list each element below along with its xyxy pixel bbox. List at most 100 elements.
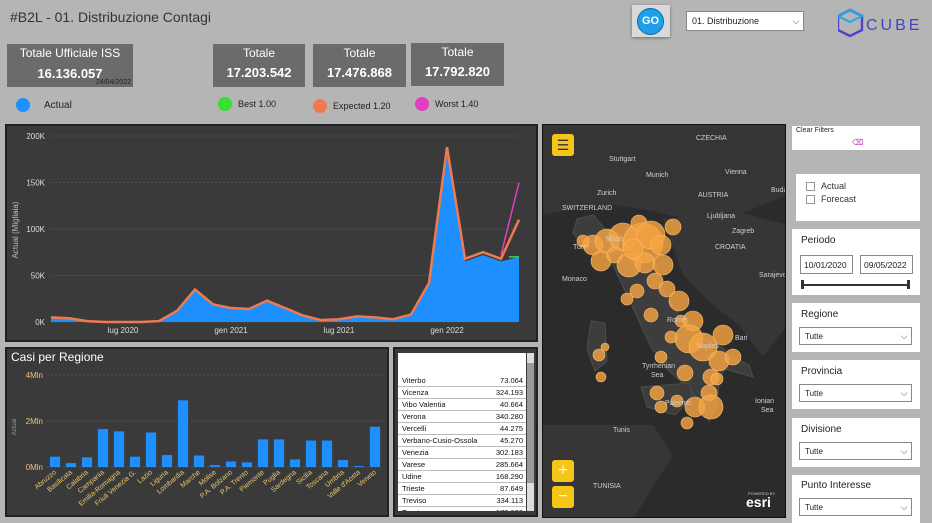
logo-text: CUBE [866, 17, 922, 34]
checkbox-actual[interactable]: Actual [806, 181, 920, 191]
region-bar [145, 432, 157, 467]
provincia-select[interactable]: Tutte ⌵ [799, 384, 912, 402]
map-label: CZECHIA [696, 135, 727, 142]
periodo-label: Periodo [801, 235, 836, 246]
actual-trend-chart[interactable]: 0K 50K 100K 150K 200K Actual (Migliaia) lug 20… [5, 124, 538, 342]
checkbox-icon[interactable] [806, 194, 815, 204]
table-row[interactable]: Vercelli 44.275 [398, 423, 526, 435]
legend-worst: Worst 1.40 [415, 97, 478, 111]
map-label: Tunis [613, 427, 630, 434]
table-row[interactable]: Vicenza 324.193 [398, 387, 526, 399]
legend-label: Worst 1.40 [435, 99, 479, 109]
kpi-label: Totale [441, 45, 474, 59]
checkbox-forecast[interactable]: Forecast [806, 194, 920, 204]
date-to-input[interactable]: 09/05/2022 [860, 255, 913, 274]
province-value: 40.664 [500, 400, 523, 409]
table-row[interactable]: Venezia 302.183 [398, 447, 526, 459]
divisione-select[interactable]: Tutte ⌵ [799, 442, 912, 460]
table-row[interactable]: Verona 340.280 [398, 411, 526, 423]
region-bar [273, 439, 285, 467]
x-tick-label: lug 2020 [108, 326, 139, 335]
province-name: Verbano-Cusio-Ossola [402, 436, 478, 445]
province-table[interactable]: Viterbo 73.064 Vicenza 324.193 Vibo Valentia… [393, 347, 538, 517]
divisione-value: Tutte [805, 446, 823, 456]
map-menu-icon[interactable]: ☰ [552, 134, 574, 156]
table-scrollbar[interactable] [527, 353, 534, 511]
province-value: 73.064 [500, 376, 523, 385]
go-button[interactable]: GO [632, 5, 670, 37]
case-bubble [654, 350, 668, 364]
region-bar-chart[interactable]: Casi per Regione 0Mln 2Mln 4Mln Actual Abruz… [5, 347, 389, 517]
provincia-label: Provincia [801, 366, 843, 377]
zoom-in-button[interactable]: + [552, 460, 574, 482]
regione-value: Tutte [805, 331, 823, 341]
chevron-down-icon: ⌵ [900, 330, 908, 341]
map-label: Sea [651, 372, 664, 379]
y-tick-label: 100K [26, 225, 45, 234]
region-bar [193, 455, 205, 467]
table-row[interactable]: Vibo Valentia 40.664 [398, 399, 526, 411]
best-dot-icon [218, 97, 232, 111]
balkan-land [663, 213, 785, 357]
case-bubble [676, 364, 694, 382]
map-label: Zagreb [732, 228, 754, 235]
table-row[interactable]: Udine 168.290 [398, 471, 526, 483]
y-axis-label: Actual (Migliaia) [11, 201, 20, 258]
checkbox-icon[interactable] [806, 181, 815, 191]
case-bubble [646, 272, 664, 290]
province-value: 334.113 [496, 496, 523, 505]
region-bar [129, 456, 141, 467]
map-label: Budapest [771, 187, 786, 194]
map-label: SWITZERLAND [562, 205, 612, 212]
case-bubble [649, 385, 665, 401]
zoom-out-button[interactable]: − [552, 486, 574, 508]
region-bar [369, 426, 381, 467]
case-bubble [650, 234, 672, 256]
date-slider-track[interactable] [802, 284, 909, 286]
page-select[interactable]: 01. Distribuzione ⌵ [686, 11, 804, 31]
italy-map[interactable]: CZECHIA Stuttgart Munich Vienna Budapest Zuri… [542, 124, 786, 518]
province-name: Viterbo [402, 376, 426, 385]
y-tick-label: 200K [26, 132, 45, 141]
date-from-input[interactable]: 10/01/2020 [800, 255, 853, 274]
date-slider-handle-left[interactable] [801, 280, 804, 289]
region-bar [97, 429, 109, 467]
actual-area [51, 149, 519, 322]
map-label: Bari [735, 335, 748, 342]
case-bubble [629, 283, 645, 299]
kpi-label: Totale Ufficiale ISS [19, 46, 121, 60]
map-label: Zurich [597, 190, 617, 197]
province-value: 45.270 [500, 436, 523, 445]
table-row[interactable]: Trento 173.938 [398, 507, 526, 511]
map-label: TUNISIA [593, 483, 621, 490]
punto-interesse-select[interactable]: Tutte ⌵ [799, 498, 912, 516]
table-scroll-thumb[interactable] [527, 363, 534, 483]
case-bubble [664, 330, 678, 344]
province-name: Verona [402, 412, 426, 421]
powered-by-label: POWERED BY [748, 491, 776, 496]
punto-interesse-value: Tutte [805, 502, 823, 512]
expected-dot-icon [313, 99, 327, 113]
clear-filters-button[interactable]: Clear Filters ⌫ [792, 126, 920, 150]
table-row[interactable]: Trieste 87.649 [398, 483, 526, 495]
regione-select[interactable]: Tutte ⌵ [799, 327, 912, 345]
date-slider-handle-right[interactable] [907, 280, 910, 289]
case-bubble [620, 292, 634, 306]
case-bubble [576, 234, 590, 248]
map-label: Sarajevo [759, 272, 786, 279]
province-name: Vicenza [402, 388, 429, 397]
region-bar [257, 439, 269, 467]
province-name: Trento [402, 507, 423, 511]
table-row[interactable]: Verbano-Cusio-Ossola 45.270 [398, 435, 526, 447]
provincia-value: Tutte [805, 388, 823, 398]
table-row[interactable]: Treviso 334.113 [398, 495, 526, 507]
divisione-filter: Divisione Tutte ⌵ [792, 418, 920, 467]
x-tick-label: gen 2022 [430, 326, 464, 335]
region-bar [353, 466, 365, 467]
table-row[interactable]: Viterbo 73.064 [398, 375, 526, 387]
table-row[interactable]: Varese 285.664 [398, 459, 526, 471]
chevron-down-icon: ⌵ [900, 501, 908, 512]
region-bar [305, 440, 317, 467]
region-bar [289, 459, 301, 467]
province-name: Varese [402, 460, 426, 469]
